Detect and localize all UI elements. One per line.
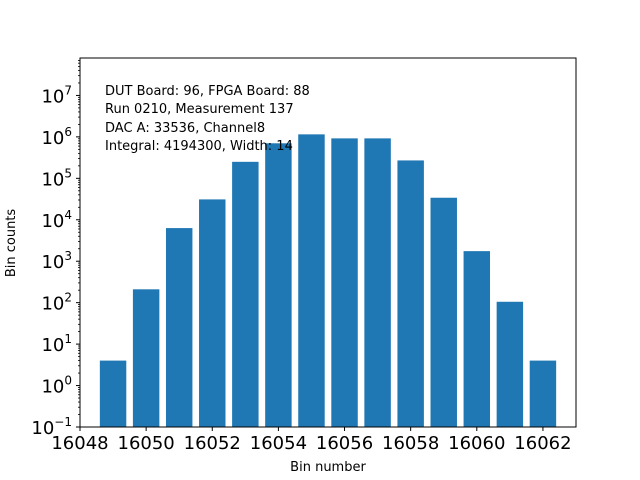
bar: [364, 138, 391, 427]
bar: [199, 199, 226, 427]
x-tick-label: 16048: [51, 433, 108, 454]
bar: [496, 301, 524, 427]
x-tick-label: 16060: [448, 433, 505, 454]
bar: [397, 160, 424, 427]
annotation-line-1: DUT Board: 96, FPGA Board: 88: [105, 84, 310, 99]
y-tick-label: 103: [41, 249, 72, 273]
bar: [463, 251, 491, 427]
bar: [529, 360, 557, 427]
x-tick-label: 16054: [250, 433, 307, 454]
y-tick-label: 106: [41, 125, 72, 149]
x-axis-ticks: 16048 16050 16052 16054 16056 16058 16060 16062: [51, 427, 572, 454]
bar: [265, 143, 292, 428]
bar: [430, 197, 457, 427]
y-tick-label: 100: [41, 374, 72, 398]
annotation-line-4: Integral: 4194300, Width: 14: [105, 139, 293, 154]
x-axis-label: Bin number: [290, 460, 366, 475]
bar: [298, 134, 325, 428]
y-tick-label: 101: [41, 332, 72, 356]
y-tick-label: 102: [41, 291, 72, 315]
x-tick-label: 16062: [514, 433, 571, 454]
y-tick-label: 107: [41, 83, 72, 107]
annotation-line-3: DAC A: 33536, Channel8: [105, 121, 265, 136]
bar: [331, 138, 358, 427]
bar: [99, 360, 127, 427]
y-tick-label: 104: [41, 208, 72, 232]
y-axis-ticks: 10−1 100 101 102 103 104 105 106 107: [31, 60, 80, 439]
annotation-box: DUT Board: 96, FPGA Board: 88 Run 0210, …: [105, 84, 310, 154]
x-tick-label: 16058: [382, 433, 439, 454]
x-tick-label: 16052: [184, 433, 241, 454]
x-tick-label: 16056: [316, 433, 373, 454]
y-tick-label: 10−1: [31, 415, 72, 439]
bar: [232, 161, 259, 427]
bar: [132, 289, 160, 427]
y-tick-label: 105: [41, 166, 72, 190]
bar: [165, 228, 193, 427]
bars-group: [99, 134, 557, 428]
x-tick-label: 16050: [118, 433, 175, 454]
annotation-line-2: Run 0210, Measurement 137: [105, 102, 294, 117]
plot-area-frame: [79, 57, 577, 428]
y-axis-label: Bin counts: [4, 209, 19, 278]
